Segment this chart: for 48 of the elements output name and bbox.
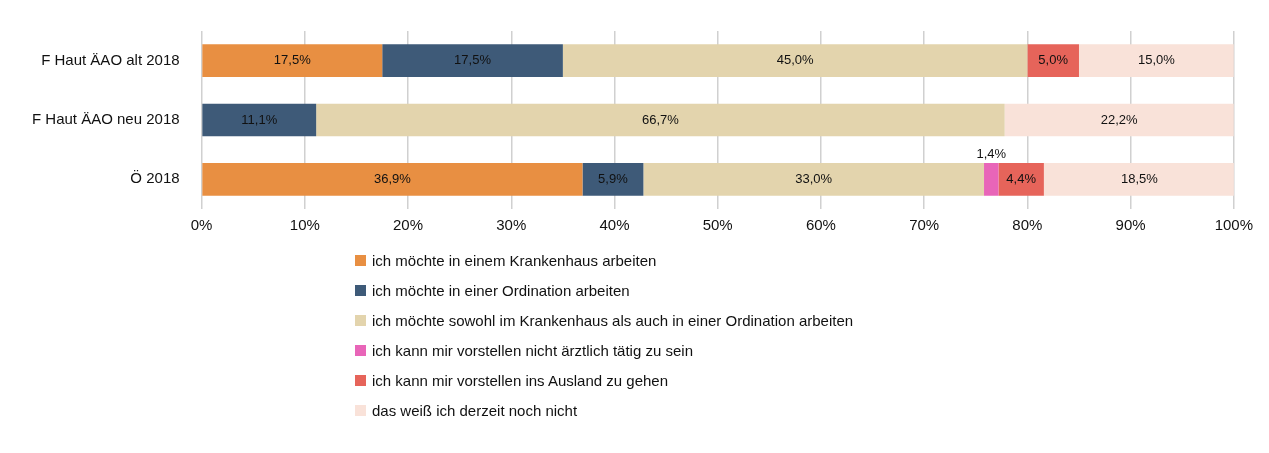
x-tick-label: 20% bbox=[393, 216, 424, 234]
bar bbox=[202, 103, 317, 137]
data-label: 17,5% bbox=[273, 52, 312, 68]
bar bbox=[582, 163, 644, 196]
data-label: 33,0% bbox=[795, 170, 833, 186]
bar bbox=[1004, 103, 1234, 137]
x-tick-label: 60% bbox=[805, 216, 836, 234]
data-label: 5,0% bbox=[1038, 52, 1069, 68]
x-tick-label: 70% bbox=[909, 216, 940, 234]
x-tick-label: 40% bbox=[599, 216, 630, 234]
y-tick-label: F Haut ÄAO alt 2018 bbox=[41, 50, 180, 68]
bar bbox=[202, 44, 383, 77]
y-tick-label: Ö 2018 bbox=[130, 169, 180, 187]
bar bbox=[382, 44, 563, 77]
data-label: 45,0% bbox=[776, 52, 814, 68]
bar bbox=[1078, 44, 1234, 77]
bar bbox=[1027, 44, 1079, 77]
x-tick-label: 90% bbox=[1115, 216, 1146, 234]
y-tick-label: F Haut ÄAO neu 2018 bbox=[32, 110, 180, 128]
legend-label: das weiß ich derzeit noch nicht bbox=[372, 401, 578, 419]
x-tick-label: 0% bbox=[190, 216, 213, 234]
data-label: 15,0% bbox=[1137, 52, 1176, 68]
data-label: 36,9% bbox=[373, 170, 412, 186]
data-label: 17,5% bbox=[454, 52, 492, 68]
bar bbox=[1043, 163, 1234, 196]
x-tick-label: 80% bbox=[1012, 216, 1043, 234]
bar bbox=[643, 163, 985, 196]
data-label: 18,5% bbox=[1120, 170, 1159, 186]
data-label: 66,7% bbox=[641, 111, 680, 127]
bar bbox=[202, 163, 583, 196]
bar bbox=[316, 103, 1005, 137]
legend-label: ich kann mir vorstellen ins Ausland zu gehen bbox=[372, 371, 669, 389]
bar bbox=[998, 163, 1044, 196]
x-tick-label: 10% bbox=[289, 216, 320, 234]
legend-label: ich möchte in einer Ordination arbeiten bbox=[372, 281, 630, 299]
x-tick-label: 30% bbox=[496, 216, 527, 234]
data-label: 5,9% bbox=[598, 170, 629, 186]
data-label: 11,1% bbox=[241, 111, 278, 127]
x-tick-label: 100% bbox=[1214, 216, 1254, 234]
data-label: 4,4% bbox=[1006, 170, 1037, 186]
data-label: 22,2% bbox=[1100, 111, 1139, 127]
data-label: 1,4% bbox=[976, 145, 1007, 161]
legend-label: ich kann mir vorstellen nicht ärztlich tätig zu sein bbox=[372, 341, 693, 359]
bar bbox=[562, 44, 1028, 77]
legend-label: ich möchte in einem Krankenhaus arbeiten bbox=[372, 251, 657, 269]
bar bbox=[984, 163, 999, 196]
legend-label: ich möchte sowohl im Krankenhaus als auch in einer Ordination arbeiten bbox=[372, 311, 854, 329]
x-tick-label: 50% bbox=[702, 216, 733, 234]
